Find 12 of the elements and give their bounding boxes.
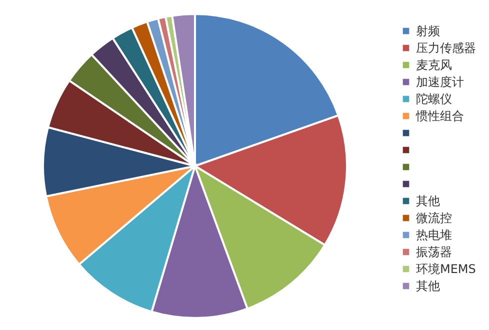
legend-label: 射频 [416, 24, 440, 38]
legend-label: 其他 [416, 194, 440, 208]
legend-label: 加速度计 [416, 75, 464, 89]
legend-label: 其他 [416, 279, 440, 293]
legend-label: 压力传感器 [416, 41, 476, 55]
legend-label: 惯性组合 [415, 109, 464, 123]
legend-label: 热电堆 [416, 228, 452, 242]
legend-label: 微流控 [416, 211, 452, 225]
legend-label: 环境MEMS [416, 262, 476, 276]
legend-label: 陀螺仪 [416, 92, 452, 106]
legend-label: 麦克风 [416, 58, 452, 72]
legend-label: 振荡器 [416, 245, 452, 259]
